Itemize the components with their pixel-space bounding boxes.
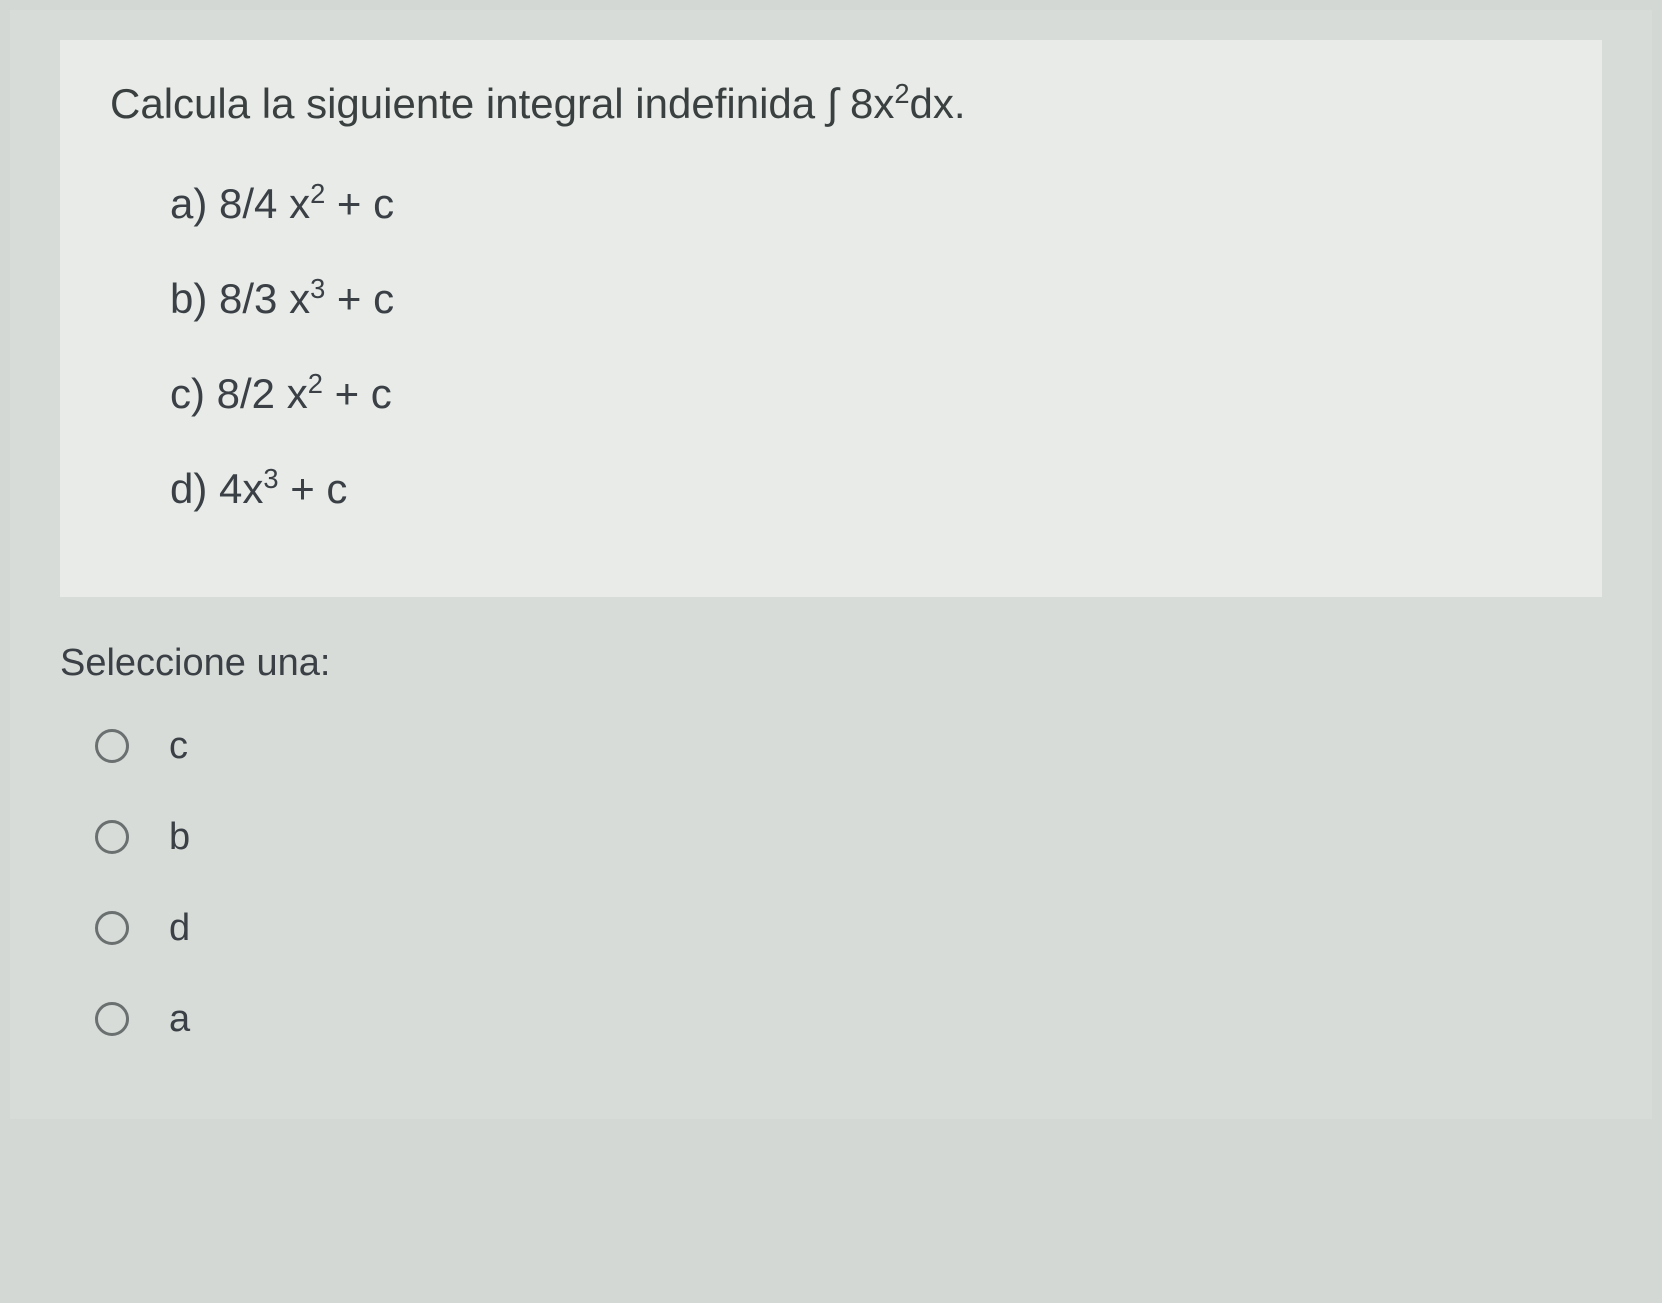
radio-circle-icon[interactable] [95, 729, 129, 763]
option-expression: 8/3 x3 + c [219, 275, 394, 322]
answer-option-c: c) 8/2 x2 + c [170, 362, 1552, 425]
radio-circle-icon[interactable] [95, 911, 129, 945]
radio-group: c b d a [95, 725, 1602, 1041]
radio-option-a[interactable]: a [95, 998, 1602, 1041]
option-expression: 4x3 + c [219, 465, 347, 512]
radio-option-b[interactable]: b [95, 816, 1602, 859]
answer-option-b: b) 8/3 x3 + c [170, 267, 1552, 330]
option-letter: a) [170, 180, 219, 227]
radio-label: c [169, 725, 188, 768]
radio-option-c[interactable]: c [95, 725, 1602, 768]
answer-option-a: a) 8/4 x2 + c [170, 172, 1552, 235]
question-container: Calcula la siguiente integral indefinida… [10, 10, 1652, 1119]
option-letter: b) [170, 275, 219, 322]
option-letter: d) [170, 465, 219, 512]
option-expression: 8/2 x2 + c [217, 370, 392, 417]
radio-label: b [169, 816, 190, 859]
question-prompt: Calcula la siguiente integral indefinida… [110, 75, 1552, 134]
option-expression: 8/4 x2 + c [219, 180, 394, 227]
radio-circle-icon[interactable] [95, 1002, 129, 1036]
radio-circle-icon[interactable] [95, 820, 129, 854]
radio-option-d[interactable]: d [95, 907, 1602, 950]
answer-option-d: d) 4x3 + c [170, 457, 1552, 520]
question-card: Calcula la siguiente integral indefinida… [60, 40, 1602, 597]
option-letter: c) [170, 370, 217, 417]
selection-label: Seleccione una: [60, 642, 1602, 685]
radio-label: d [169, 907, 190, 950]
radio-label: a [169, 998, 190, 1041]
